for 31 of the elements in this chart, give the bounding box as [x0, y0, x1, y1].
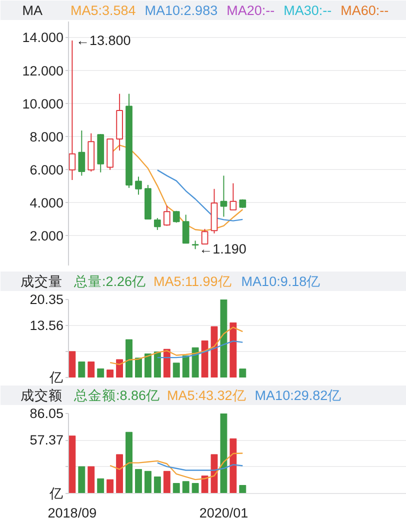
chart-title: MA: [22, 3, 42, 18]
y-tick-label: 13.56: [30, 318, 64, 334]
x-tick-label: 2020/01: [199, 506, 248, 520]
text: MA10:9.18亿: [241, 274, 321, 289]
y-tick-label: 8.000: [30, 129, 64, 144]
text: 总量:2.26亿: [73, 274, 146, 289]
legend-label: MA30:--: [284, 3, 332, 18]
y-tick-label: 86.05: [30, 406, 64, 421]
y-tick-label: 亿: [48, 486, 64, 501]
text: MA10:2.983: [144, 3, 218, 18]
y-tick-label: 20.35: [30, 292, 64, 307]
y-tick-label: 2.000: [30, 228, 64, 244]
annotation: ←1.190: [199, 242, 246, 257]
y-tick-label: 4.000: [30, 196, 64, 211]
text: 总金额:8.86亿: [73, 388, 160, 403]
text: MA5:3.584: [70, 3, 136, 18]
annotation: ←13.800: [76, 33, 131, 48]
y-tick-label: 57.37: [30, 432, 64, 448]
y-tick-label: 14.000: [22, 30, 64, 46]
chart-title: 成交量: [20, 274, 62, 289]
x-tick-label: 2018/09: [48, 506, 97, 520]
y-tick-label: 10.000: [22, 96, 64, 112]
legend-label: MA60:--: [340, 3, 389, 18]
y-tick-label: 亿: [48, 370, 64, 385]
text: MA5:11.99亿: [154, 274, 232, 289]
y-tick-label: 12.000: [22, 63, 64, 78]
legend-label: MA20:--: [226, 3, 275, 18]
y-tick-label: 6.000: [30, 162, 64, 178]
text: MA5:43.32亿: [167, 388, 246, 403]
text: MA10:29.82亿: [254, 388, 342, 403]
chart-title: 成交额: [20, 388, 62, 403]
